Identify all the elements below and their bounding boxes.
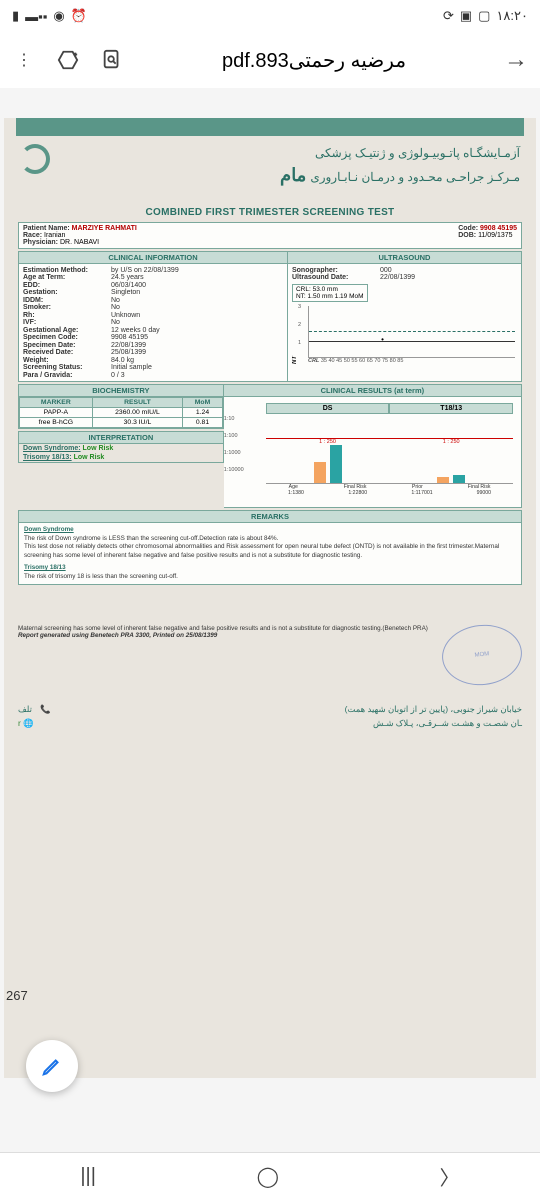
- more-icon[interactable]: ⋮: [12, 48, 36, 72]
- clinical-info-row: Age at Term:24.5 years: [23, 274, 283, 281]
- cast-icon: ⟳: [443, 8, 454, 24]
- interp-head: INTERPRETATION: [19, 432, 223, 444]
- clinical-info-row: Specimen Code:9908 45195: [23, 334, 283, 341]
- nt-value: NT: 1.50 mm 1.19 MoM: [296, 293, 364, 300]
- document-title: مرضیه رحمتی893.pdf: [222, 48, 406, 73]
- sonographer: 000: [380, 267, 392, 274]
- status-bar: ▮ ▬▪▪ ◉ ⏰ ⟳ ▣ ▢ ۱۸:۲۰: [0, 0, 540, 32]
- clinical-info-row: Received Date:25/08/1399: [23, 349, 283, 356]
- status-right: ⟳ ▣ ▢ ۱۸:۲۰: [443, 8, 528, 24]
- patient-name: MARZIYE RAHMATI: [72, 225, 137, 232]
- bar-t-age: [437, 477, 449, 483]
- clinical-info-body: Estimation Method:by U/S on 22/08/1399Ag…: [19, 264, 287, 381]
- t18-risk: Low Risk: [74, 454, 105, 461]
- clinical-info-row: Smoker:No: [23, 304, 283, 311]
- bar-t-final: [453, 475, 465, 483]
- back-button[interactable]: 〉: [440, 1162, 460, 1191]
- results-head: CLINICAL RESULTS (at term): [224, 385, 521, 397]
- clinical-info-row: EDD:06/03/1400: [23, 282, 283, 289]
- patient-info-box: Patient Name: MARZIYE RAHMATI Race: Iran…: [18, 222, 522, 249]
- clinical-info-row: IDDM:No: [23, 297, 283, 304]
- clinical-info-row: Gestation:Singleton: [23, 289, 283, 296]
- clinical-info-row: Rh:Unknown: [23, 312, 283, 319]
- wifi-icon: ◉: [53, 8, 64, 24]
- footer-disclaimer: Maternal screening has some level of inh…: [18, 625, 442, 632]
- page-number: 267: [0, 988, 34, 1003]
- clinical-info-row: Screening Status:Initial sample: [23, 364, 283, 371]
- ultrasound-date: 22/08/1399: [380, 274, 415, 281]
- patient-code: 9908 45195: [480, 225, 517, 232]
- clinical-info-row: Estimation Method:by U/S on 22/08/1399: [23, 267, 283, 274]
- status-left: ▮ ▬▪▪ ◉ ⏰: [12, 8, 87, 24]
- app-bar: ⋮ مرضیه رحمتی893.pdf →: [0, 32, 540, 88]
- lab-name-1: آزمـایشگـاه پاتـوبیـولوژی و ژنتیـک پزشکی: [280, 144, 520, 162]
- nt-axis-label: NT: [292, 356, 298, 364]
- biochem-table: MARKERRESULTMoM PAPP-A2360.00 mIU/L1.24 …: [19, 397, 223, 428]
- patient-race: Iranian: [44, 232, 65, 239]
- clock-time: ۱۸:۲۰: [496, 8, 528, 24]
- logo-circle-icon: [20, 144, 50, 174]
- find-icon[interactable]: [100, 48, 124, 72]
- clinical-info-head: CLINICAL INFORMATION: [19, 252, 287, 264]
- results-chart: 1:10 1:100 1:1000 1:10000 DS T18/13 1 : …: [224, 397, 521, 507]
- address-line-2: ـان شصـت و هشـت شــرقـی، پـلاک شـش: [373, 717, 522, 731]
- stamp-icon: MOM: [439, 621, 525, 689]
- signal-icon: ▬▪▪: [25, 9, 47, 24]
- report-title: COMBINED FIRST TRIMESTER SCREENING TEST: [4, 207, 536, 218]
- clinical-info-row: Weight:84.0 kg: [23, 357, 283, 364]
- chat-icon: ▣: [460, 8, 472, 24]
- logo-word: مام: [280, 162, 306, 189]
- clinical-info-row: Para / Gravida:0 / 3: [23, 372, 283, 379]
- image-icon: ▢: [478, 8, 490, 24]
- battery-icon: ▮: [12, 8, 19, 24]
- address-line-1: خیابان شیراز جنوبی، (پایین تر از اتوبان …: [345, 703, 522, 717]
- document-page: آزمـایشگـاه پاتـوبیـولوژی و ژنتیـک پزشکی…: [4, 118, 536, 1078]
- physician: DR. NABAVI: [60, 239, 99, 246]
- home-button[interactable]: ◯: [257, 1164, 279, 1189]
- remarks-head: REMARKS: [18, 510, 522, 522]
- recents-button[interactable]: |||: [80, 1165, 96, 1188]
- bar-ds-age: [314, 462, 326, 483]
- footer-report-gen: Report generated using Benetech PRA 3300…: [18, 632, 442, 639]
- back-icon[interactable]: →: [504, 48, 528, 72]
- biochem-head: BIOCHEMISTRY: [19, 385, 223, 397]
- alarm-icon: ⏰: [71, 8, 87, 24]
- clinical-info-row: IVF:No: [23, 319, 283, 326]
- ds-risk: Low Risk: [83, 445, 114, 452]
- crl-x-ticks: 35 40 45 50 55 60 65 70 75 80 85: [321, 358, 404, 364]
- clinical-info-row: Gestational Age:12 weeks 0 day: [23, 327, 283, 334]
- bar-ds-final: [330, 445, 342, 483]
- remarks-body: Down Syndrome The risk of Down syndrome …: [18, 522, 522, 585]
- navigation-bar: ||| ◯ 〉: [0, 1152, 540, 1200]
- clinical-info-row: Specimen Date:22/08/1399: [23, 342, 283, 349]
- header-band: [16, 118, 524, 136]
- phone-icon: 📞: [40, 704, 51, 714]
- nt-chart: •: [308, 306, 515, 358]
- patient-dob: 11/09/1375: [478, 232, 513, 239]
- ultrasound-head: ULTRASOUND: [288, 252, 521, 264]
- globe-icon: 🌐 r: [18, 717, 34, 731]
- add-to-drive-icon[interactable]: [56, 48, 80, 72]
- crl-value: CRL: 53.0 mm: [296, 286, 364, 293]
- lab-name-2: مـرکـز جراحـی محـدود و درمـان نـابـاروری: [310, 168, 520, 186]
- edit-fab[interactable]: [26, 1040, 78, 1092]
